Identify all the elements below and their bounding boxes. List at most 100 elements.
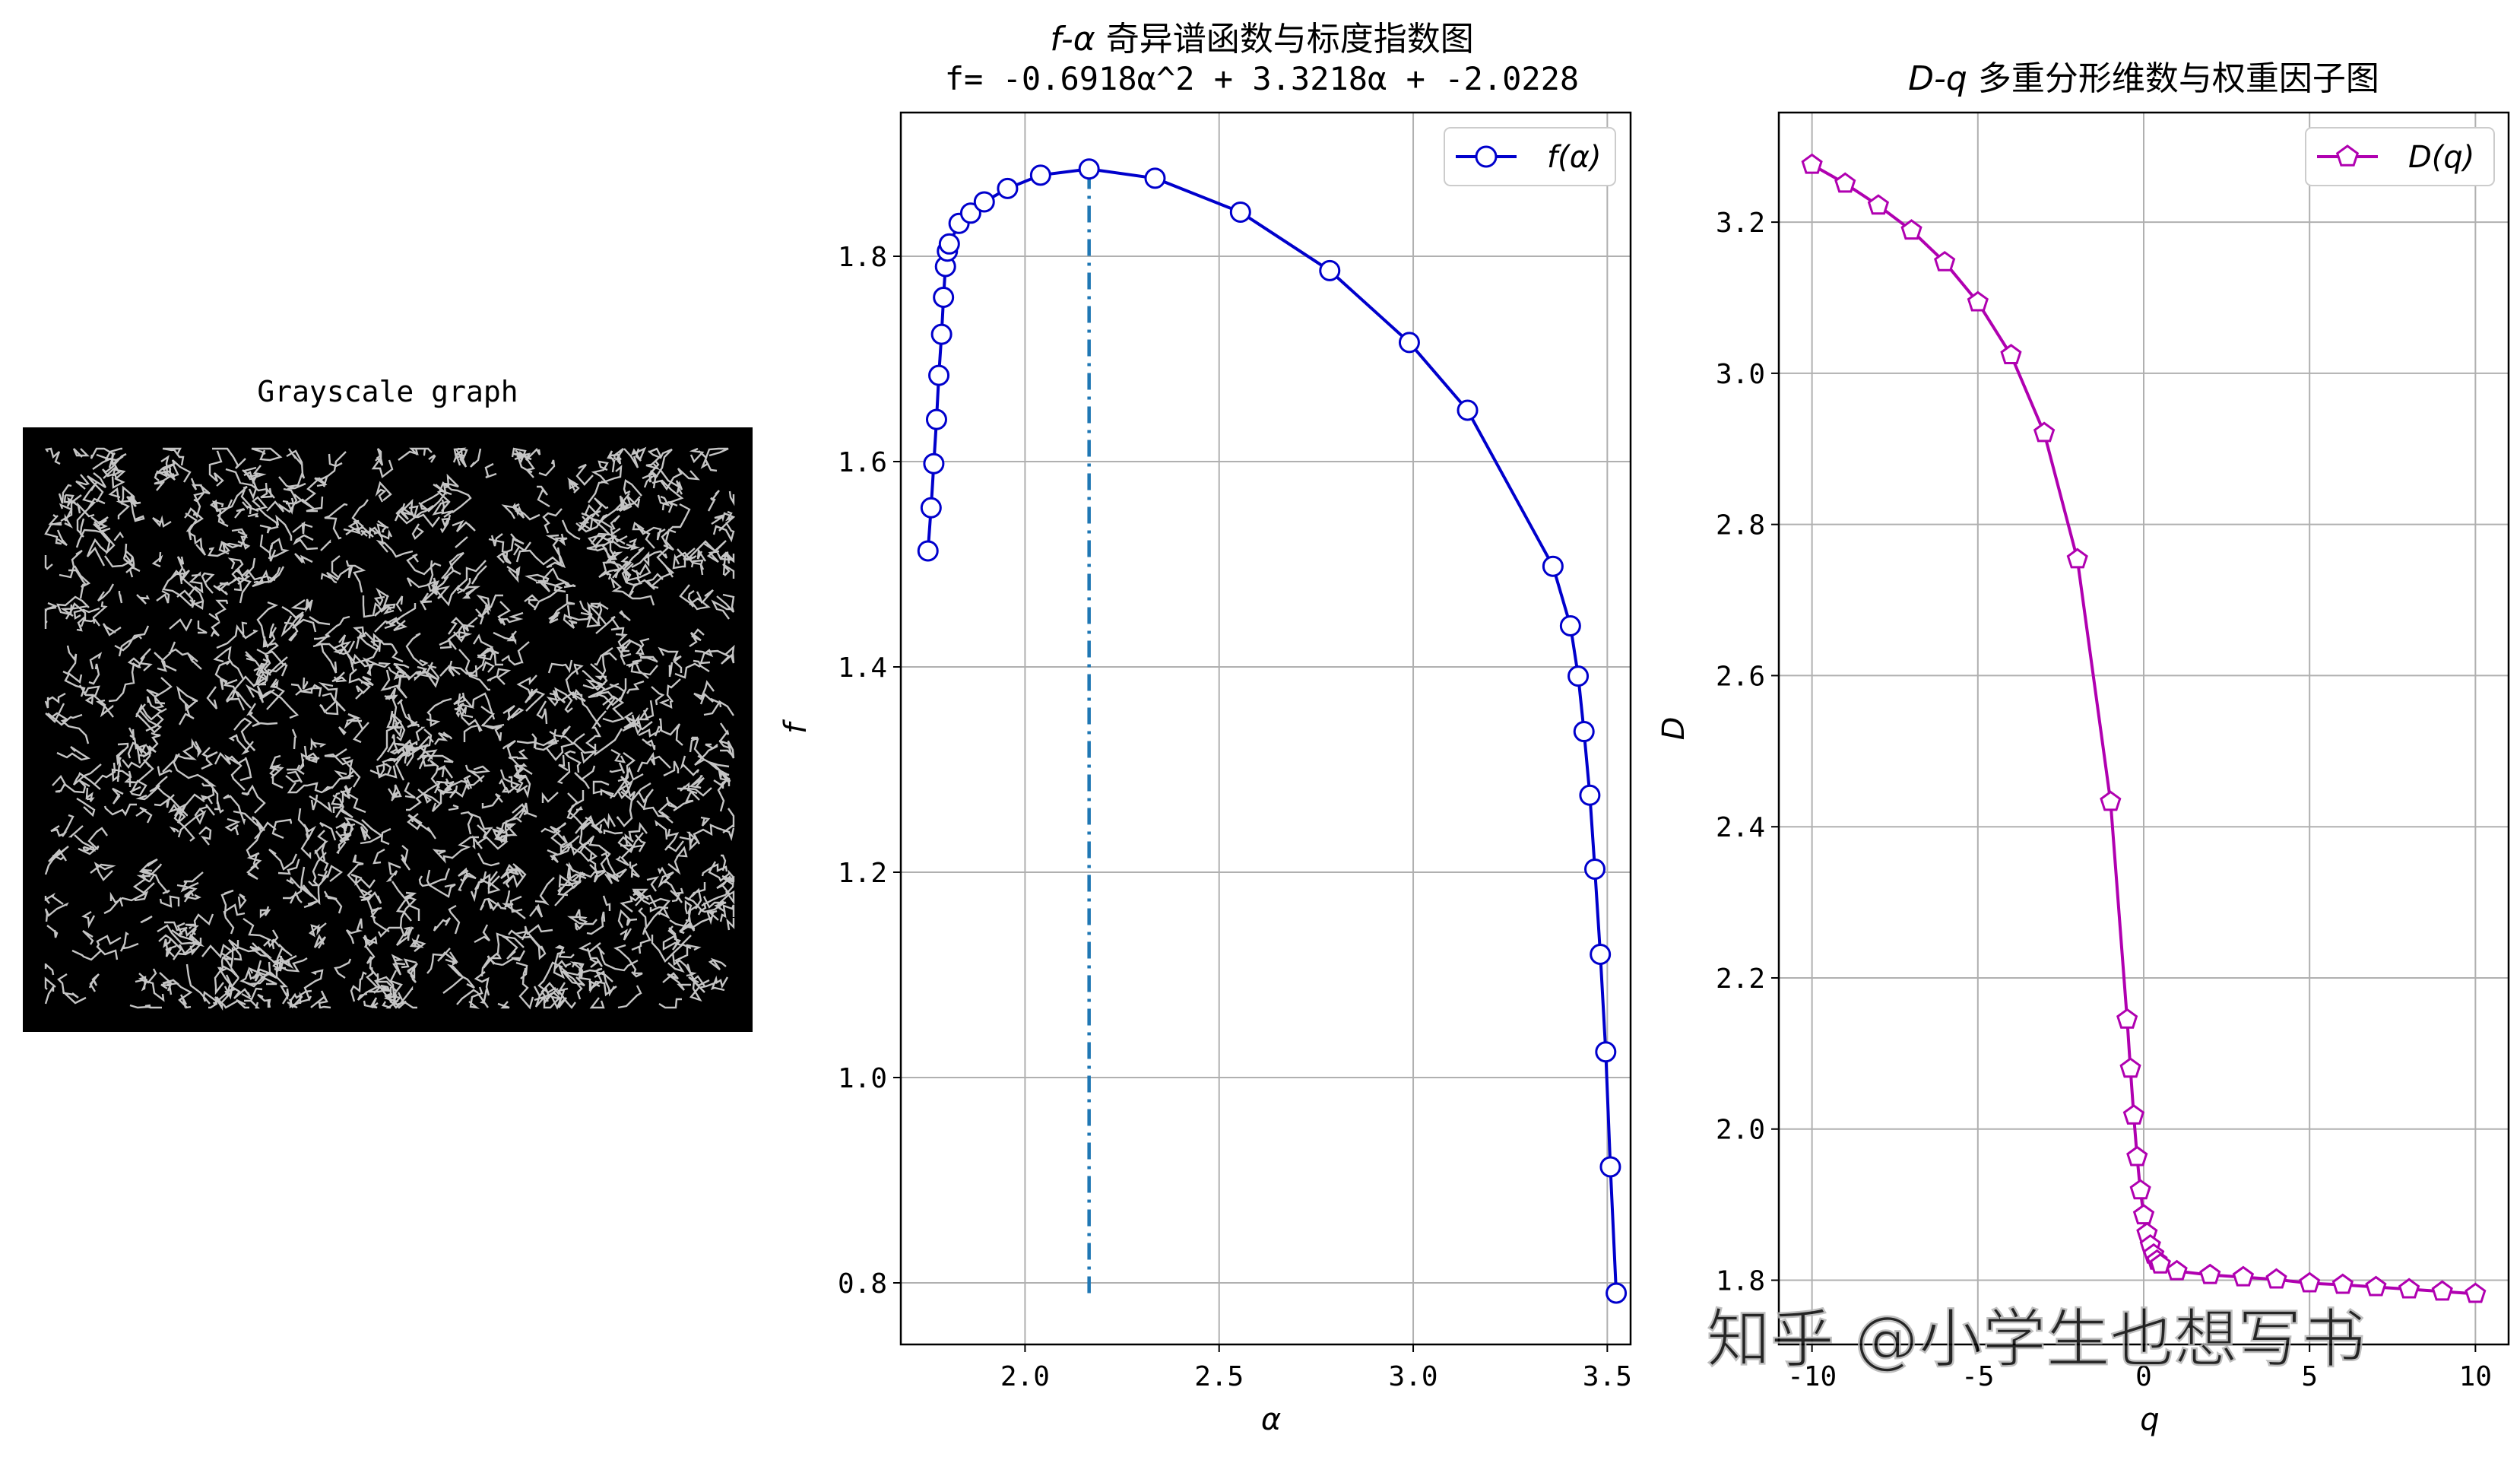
d-q-ytick-label: 1.8 (1716, 1266, 1765, 1297)
watermark-text: 知乎 @小学生也想写书 (1707, 1302, 2366, 1376)
f-alpha-data-point (973, 191, 995, 213)
f-alpha-data-point (1144, 167, 1166, 189)
d-q-data-point (2232, 1265, 2255, 1287)
f-alpha-ytick-label: 1.0 (838, 1063, 887, 1094)
f-alpha-data-point (1542, 555, 1564, 577)
f-alpha-data-point (1590, 944, 1612, 965)
d-q-legend: D(q) (2305, 127, 2495, 186)
d-q-legend-label: D(q) (2408, 140, 2474, 175)
f-alpha-data-point (933, 287, 955, 308)
d-q-series (1801, 153, 2487, 1303)
d-q-data-point (2331, 1273, 2354, 1294)
d-q-ticks: -10 -5 0 5 10 1.8 2.0 2.2 2.4 2.6 2.8 3.0 3.2 (1716, 208, 2492, 1392)
f-alpha-data-point (930, 323, 953, 345)
f-alpha-legend-box (1444, 127, 1616, 186)
f-alpha-xlabel: α (1261, 1402, 1281, 1437)
f-alpha-data-point (1599, 1156, 1621, 1178)
d-q-chart: D-q 多重分形维数与权重因子图 -10 -5 0 5 10 1.8 2.0 2.2 2.4 2.6… (1656, 59, 2510, 1437)
grayscale-panel: Grayscale graph (23, 375, 753, 1032)
d-q-xlabel: q (2140, 1402, 2159, 1437)
d-q-ytick-label: 2.6 (1716, 661, 1765, 692)
d-q-data-point (2431, 1280, 2453, 1301)
f-alpha-data-point (1319, 259, 1341, 281)
f-alpha-xtick-label: 2.0 (1000, 1361, 1050, 1392)
d-q-data-point (1967, 290, 1989, 312)
d-q-legend-box (2305, 127, 2495, 186)
d-q-data-point (2122, 1104, 2145, 1125)
f-alpha-data-point (1229, 201, 1251, 223)
d-q-data-point (2398, 1278, 2420, 1299)
d-q-data-point (2129, 1179, 2151, 1200)
d-q-ytick-label: 2.8 (1716, 510, 1765, 541)
f-alpha-ticks: 2.0 2.5 3.0 3.5 0.8 1.0 1.2 1.4 1.6 1.8 (838, 242, 1632, 1392)
f-alpha-data-point (1457, 399, 1479, 421)
f-alpha-grid (901, 113, 1631, 1344)
d-q-grid (1779, 113, 2509, 1344)
d-q-xtick-label: 0 (2135, 1361, 2152, 1392)
d-q-title-text: 多重分形维数与权重因子图 (1978, 59, 2379, 98)
d-q-xtick-label: 10 (2459, 1361, 2492, 1392)
f-alpha-data-point (917, 540, 939, 562)
d-q-ytick-label: 3.2 (1716, 208, 1765, 239)
d-q-xtick-label: 5 (2301, 1361, 2318, 1392)
f-alpha-subtitle: f= -0.6918α^2 + 3.3218α + -2.0228 (945, 60, 1579, 97)
f-alpha-ylabel: f (778, 719, 813, 734)
d-q-data-point (2265, 1268, 2287, 1289)
f-alpha-data-point (997, 177, 1019, 199)
d-q-ytick-label: 2.0 (1716, 1115, 1765, 1146)
d-q-ytick-label: 3.0 (1716, 359, 1765, 390)
f-alpha-ytick-label: 1.4 (838, 652, 887, 684)
d-q-title-symbol: D-q (1908, 59, 1967, 98)
d-q-xtick-label: -5 (1961, 1361, 1994, 1392)
f-alpha-legend-label: f(α) (1547, 140, 1602, 175)
f-alpha-data-point (928, 364, 950, 386)
f-alpha-data-point (1078, 158, 1100, 180)
f-alpha-data-point (1606, 1282, 1628, 1304)
f-alpha-data-point (1398, 332, 1420, 354)
d-q-data-point (2126, 1145, 2148, 1167)
d-q-data-point (2465, 1282, 2487, 1303)
f-alpha-data-point (1579, 784, 1601, 806)
f-alpha-data-point (1559, 615, 1581, 636)
f-alpha-data-point (1595, 1041, 1617, 1063)
f-alpha-title: f-α 奇异谱函数与标度指数图 (1050, 20, 1474, 59)
d-q-legend-marker (2335, 144, 2360, 167)
d-q-data-point (2166, 1259, 2188, 1281)
d-q-data-point (2365, 1275, 2387, 1297)
d-q-data-point (2149, 1252, 2171, 1274)
d-q-xtick-label: -10 (1787, 1361, 1837, 1392)
f-alpha-title-text: 奇异谱函数与标度指数图 (1106, 20, 1474, 59)
d-q-ytick-label: 2.4 (1716, 812, 1765, 843)
f-alpha-data-point (959, 202, 981, 224)
f-alpha-data-point (938, 233, 960, 255)
d-q-data-point (2132, 1204, 2155, 1225)
f-alpha-xtick-label: 3.5 (1583, 1361, 1632, 1392)
f-alpha-chart: f-α 奇异谱函数与标度指数图 f= -0.6918α^2 + 3.3218α +… (778, 20, 1632, 1437)
f-alpha-data-point (920, 497, 942, 519)
f-alpha-data-point (1573, 721, 1595, 743)
f-alpha-ytick-label: 0.8 (838, 1268, 887, 1300)
d-q-data-point (2299, 1271, 2321, 1293)
f-alpha-data-point (923, 452, 945, 475)
f-alpha-xtick-label: 3.0 (1389, 1361, 1438, 1392)
d-q-data-point (1900, 219, 1922, 240)
f-alpha-legend: f(α) (1444, 127, 1616, 186)
grayscale-title: Grayscale graph (257, 375, 518, 408)
d-q-data-point (1867, 194, 1890, 215)
f-alpha-ytick-label: 1.2 (838, 858, 887, 889)
d-q-data-point (2100, 790, 2122, 811)
d-q-title: D-q 多重分形维数与权重因子图 (1908, 59, 2379, 98)
d-q-data-point (1934, 250, 1956, 271)
d-q-data-point (2033, 421, 2056, 443)
d-q-data-point (1834, 172, 1856, 193)
f-alpha-data-point (1029, 164, 1051, 186)
f-alpha-ytick-label: 1.8 (838, 242, 887, 273)
f-alpha-legend-marker (1475, 145, 1498, 168)
d-q-ylabel: D (1656, 717, 1691, 741)
grayscale-edge-pattern (44, 446, 736, 1011)
d-q-data-point (2000, 344, 2022, 364)
f-alpha-series (917, 158, 1628, 1304)
f-alpha-title-symbol: f-α (1050, 20, 1095, 59)
